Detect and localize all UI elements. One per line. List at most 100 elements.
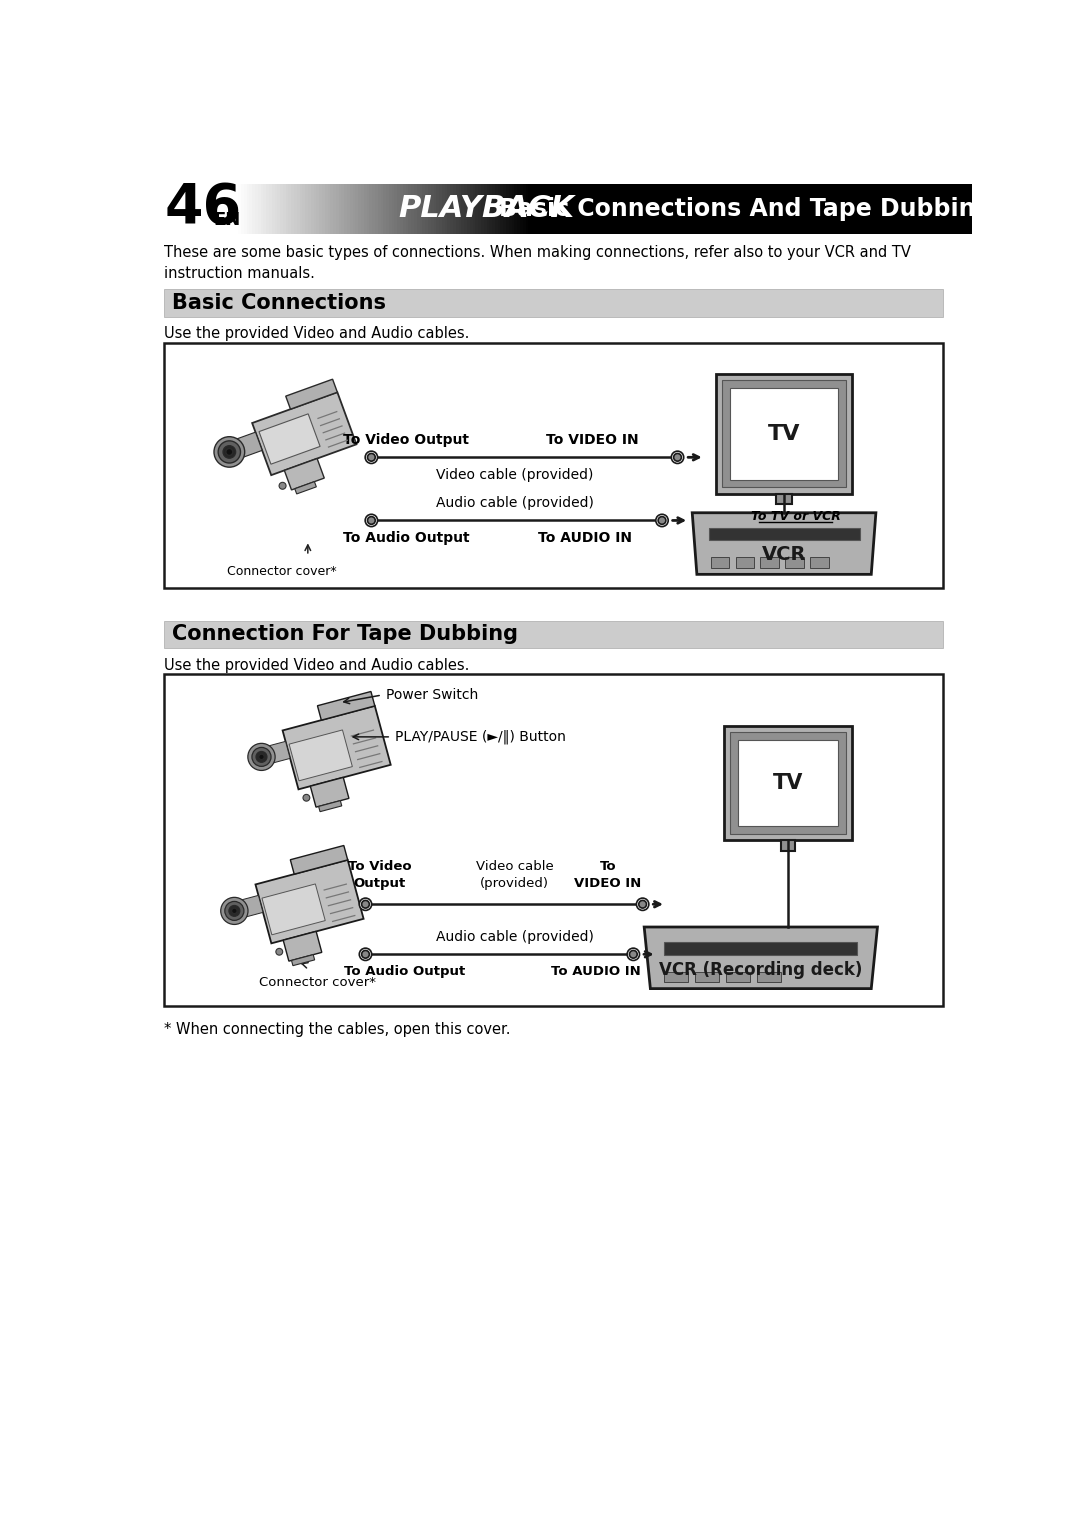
Bar bbox=[693, 184, 697, 235]
Circle shape bbox=[231, 908, 238, 914]
Bar bbox=[380, 184, 384, 235]
Bar bbox=[537, 184, 540, 235]
Bar bbox=[408, 184, 411, 235]
Bar bbox=[662, 184, 666, 235]
Bar bbox=[902, 184, 906, 235]
Circle shape bbox=[365, 514, 378, 527]
Bar bbox=[866, 184, 869, 235]
Bar bbox=[227, 184, 231, 235]
Polygon shape bbox=[318, 691, 375, 721]
Bar bbox=[249, 184, 253, 235]
Bar bbox=[833, 184, 836, 235]
Polygon shape bbox=[289, 730, 352, 780]
Bar bbox=[567, 184, 571, 235]
Circle shape bbox=[658, 517, 666, 524]
Polygon shape bbox=[286, 379, 337, 409]
Bar bbox=[230, 184, 233, 235]
Bar bbox=[548, 184, 552, 235]
Bar bbox=[514, 184, 518, 235]
Bar bbox=[495, 184, 499, 235]
Bar bbox=[785, 184, 788, 235]
Bar bbox=[896, 184, 901, 235]
Circle shape bbox=[275, 949, 283, 955]
Bar bbox=[461, 184, 465, 235]
Text: Power Switch: Power Switch bbox=[386, 688, 478, 702]
Bar bbox=[612, 184, 616, 235]
Bar bbox=[777, 494, 792, 504]
Bar bbox=[679, 184, 683, 235]
Bar bbox=[517, 184, 521, 235]
Bar bbox=[414, 184, 418, 235]
Bar bbox=[819, 184, 822, 235]
Bar bbox=[664, 972, 688, 983]
Bar bbox=[294, 184, 298, 235]
Circle shape bbox=[362, 900, 369, 908]
Bar bbox=[322, 184, 325, 235]
Bar bbox=[729, 184, 733, 235]
Bar bbox=[375, 184, 378, 235]
Bar bbox=[205, 184, 208, 235]
Bar bbox=[241, 184, 244, 235]
Bar bbox=[609, 184, 612, 235]
Bar bbox=[648, 184, 652, 235]
Bar bbox=[306, 184, 309, 235]
Polygon shape bbox=[291, 846, 348, 874]
Bar bbox=[771, 184, 774, 235]
Bar bbox=[651, 184, 654, 235]
Circle shape bbox=[225, 901, 244, 920]
Bar bbox=[164, 343, 943, 589]
Circle shape bbox=[229, 906, 240, 917]
Bar bbox=[526, 184, 529, 235]
Bar bbox=[183, 184, 186, 235]
Bar bbox=[794, 184, 797, 235]
Bar bbox=[260, 184, 265, 235]
Bar bbox=[674, 184, 677, 235]
Bar bbox=[919, 184, 922, 235]
Bar bbox=[660, 184, 663, 235]
Bar bbox=[428, 184, 432, 235]
Bar bbox=[593, 184, 596, 235]
Text: Video cable
(provided): Video cable (provided) bbox=[476, 860, 554, 891]
Bar bbox=[163, 184, 166, 235]
Bar bbox=[657, 184, 660, 235]
Bar bbox=[164, 675, 943, 1006]
Bar bbox=[239, 184, 242, 235]
Circle shape bbox=[656, 514, 669, 527]
Bar bbox=[827, 184, 831, 235]
Bar bbox=[730, 388, 838, 480]
Bar bbox=[470, 184, 473, 235]
Text: To Video Output: To Video Output bbox=[343, 432, 469, 446]
Bar bbox=[283, 184, 286, 235]
Bar bbox=[383, 184, 387, 235]
Bar bbox=[216, 184, 219, 235]
Bar bbox=[352, 184, 356, 235]
Bar bbox=[748, 184, 753, 235]
Bar bbox=[933, 184, 936, 235]
Bar bbox=[774, 184, 778, 235]
Polygon shape bbox=[262, 885, 325, 935]
Bar bbox=[785, 558, 804, 569]
Bar bbox=[500, 184, 504, 235]
Bar bbox=[604, 184, 607, 235]
Bar bbox=[325, 184, 328, 235]
Bar bbox=[791, 184, 794, 235]
Bar bbox=[232, 184, 237, 235]
Circle shape bbox=[365, 451, 378, 463]
Bar bbox=[347, 184, 351, 235]
Bar bbox=[369, 184, 373, 235]
Circle shape bbox=[279, 483, 286, 489]
Bar bbox=[894, 184, 897, 235]
Bar bbox=[843, 184, 847, 235]
Bar bbox=[699, 184, 702, 235]
Bar bbox=[387, 184, 390, 235]
Bar bbox=[914, 184, 917, 235]
Polygon shape bbox=[252, 392, 356, 475]
Circle shape bbox=[362, 950, 369, 958]
Bar bbox=[411, 184, 415, 235]
Bar bbox=[172, 184, 175, 235]
Bar bbox=[503, 184, 507, 235]
Text: TV: TV bbox=[768, 423, 800, 445]
Bar bbox=[440, 184, 443, 235]
Polygon shape bbox=[256, 860, 364, 943]
Polygon shape bbox=[284, 458, 324, 491]
